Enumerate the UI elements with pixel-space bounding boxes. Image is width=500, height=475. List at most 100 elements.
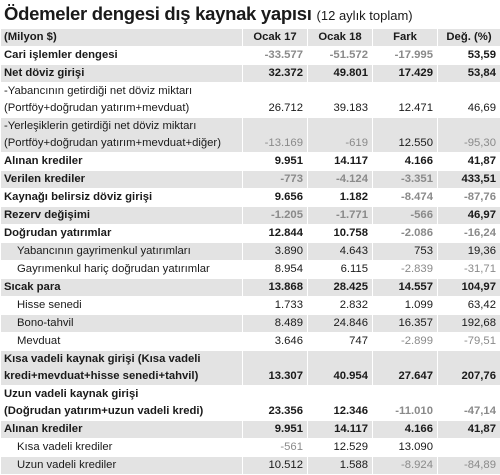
row-label-line: Uzun vadeli krediler [17, 457, 239, 474]
row-label-line: Alınan krediler [4, 153, 239, 170]
row-label: Net döviz girişi [1, 65, 243, 83]
row-label-line: kredi+mevduat+hisse senedi+tahvil) [4, 368, 239, 385]
row-label-line: (Portföy+doğrudan yatırım+mevduat) [4, 100, 239, 117]
row-label: Sıcak para [1, 279, 243, 297]
row-label-line: Verilen krediler [4, 171, 239, 188]
row-label: Doğrudan yatırımlar [1, 225, 243, 243]
value-ocak-18: 4.643 [308, 243, 373, 261]
value-fark: 17.429 [373, 65, 438, 83]
value-ocak-18: 6.115 [308, 261, 373, 279]
row-label-line: Doğrudan yatırımlar [4, 225, 239, 242]
value-degisim: 192,68 [438, 315, 500, 333]
value-ocak-17: 10.512 [243, 457, 308, 475]
row-label-line: Kısa vadeli krediler [17, 439, 239, 456]
value-fark: 4.166 [373, 153, 438, 171]
value-fark: -8.474 [373, 189, 438, 207]
row-label-line: Bono-tahvil [17, 315, 239, 332]
value-ocak-17: 9.951 [243, 153, 308, 171]
value-ocak-17: 3.646 [243, 333, 308, 351]
value-ocak-17: 9.656 [243, 189, 308, 207]
table-row: -Yerleşiklerin getirdiği net döviz mikta… [1, 118, 500, 153]
table-row: -Yabancının getirdiği net döviz miktarı(… [1, 83, 500, 118]
row-label-line: Hisse senedi [17, 297, 239, 314]
value-ocak-17: -13.169 [243, 118, 308, 153]
header-ocak-17: Ocak 17 [243, 29, 308, 47]
value-fark: -17.995 [373, 47, 438, 65]
row-label-line: Mevduat [17, 333, 239, 350]
value-degisim: -79,51 [438, 333, 500, 351]
row-label-line: Net döviz girişi [4, 65, 239, 82]
value-fark: -2.086 [373, 225, 438, 243]
value-ocak-18: 14.117 [308, 153, 373, 171]
row-label: -Yabancının getirdiği net döviz miktarı(… [1, 83, 243, 118]
value-ocak-18: 40.954 [308, 351, 373, 386]
value-ocak-18: 747 [308, 333, 373, 351]
value-degisim: -87,76 [438, 189, 500, 207]
value-ocak-18: 14.117 [308, 421, 373, 439]
value-degisim: 433,51 [438, 171, 500, 189]
value-ocak-18: 24.846 [308, 315, 373, 333]
row-label-line: Kısa vadeli kaynak girişi (Kısa vadeli [4, 351, 239, 368]
value-degisim: -47,14 [438, 386, 500, 421]
row-label: Yabancının gayrimenkul yatırımları [1, 243, 243, 261]
value-fark: -8.924 [373, 457, 438, 475]
row-label-line: Sıcak para [4, 279, 239, 296]
table-body: (Milyon $) Ocak 17 Ocak 18 Fark Değ. (%)… [1, 29, 500, 475]
value-ocak-17: -33.577 [243, 47, 308, 65]
value-ocak-18: 28.425 [308, 279, 373, 297]
value-degisim: -95,30 [438, 118, 500, 153]
value-fark: 4.166 [373, 421, 438, 439]
value-fark: -3.351 [373, 171, 438, 189]
value-ocak-18: 1.588 [308, 457, 373, 475]
row-label-line: -Yerleşiklerin getirdiği net döviz mikta… [4, 118, 239, 135]
value-degisim: 104,97 [438, 279, 500, 297]
value-fark: 12.550 [373, 118, 438, 153]
header-unit: (Milyon $) [1, 29, 243, 47]
value-ocak-17: -1.205 [243, 207, 308, 225]
header-fark: Fark [373, 29, 438, 47]
row-label: Kısa vadeli krediler [1, 439, 243, 457]
value-degisim: 19,36 [438, 243, 500, 261]
value-ocak-18: -1.771 [308, 207, 373, 225]
row-label: Alınan krediler [1, 153, 243, 171]
row-label: Kaynağı belirsiz döviz girişi [1, 189, 243, 207]
value-degisim: 41,87 [438, 421, 500, 439]
row-label: Verilen krediler [1, 171, 243, 189]
value-ocak-17: 13.307 [243, 351, 308, 386]
table-row: Cari işlemler dengesi-33.577-51.572-17.9… [1, 47, 500, 65]
value-fark: -566 [373, 207, 438, 225]
table-row: Uzun vadeli kaynak girişi(Doğrudan yatır… [1, 386, 500, 421]
header-ocak-18: Ocak 18 [308, 29, 373, 47]
value-ocak-17: 23.356 [243, 386, 308, 421]
value-degisim: 41,87 [438, 153, 500, 171]
row-label: Gayrımenkul hariç doğrudan yatırımlar [1, 261, 243, 279]
value-ocak-17: 9.951 [243, 421, 308, 439]
value-ocak-18: 2.832 [308, 297, 373, 315]
value-ocak-17: 8.954 [243, 261, 308, 279]
header-row: (Milyon $) Ocak 17 Ocak 18 Fark Değ. (%) [1, 29, 500, 47]
row-label: Uzun vadeli krediler [1, 457, 243, 475]
value-ocak-18: 49.801 [308, 65, 373, 83]
value-degisim: 46,97 [438, 207, 500, 225]
value-degisim: -31,71 [438, 261, 500, 279]
value-ocak-18: -619 [308, 118, 373, 153]
value-ocak-17: 13.868 [243, 279, 308, 297]
row-label-line: Cari işlemler dengesi [4, 47, 239, 64]
value-degisim: 63,42 [438, 297, 500, 315]
value-fark: 13.090 [373, 439, 438, 457]
value-ocak-17: -773 [243, 171, 308, 189]
row-label-line: Gayrımenkul hariç doğrudan yatırımlar [17, 261, 239, 278]
value-degisim: 53,84 [438, 65, 500, 83]
value-ocak-18: -4.124 [308, 171, 373, 189]
value-degisim [438, 439, 500, 457]
